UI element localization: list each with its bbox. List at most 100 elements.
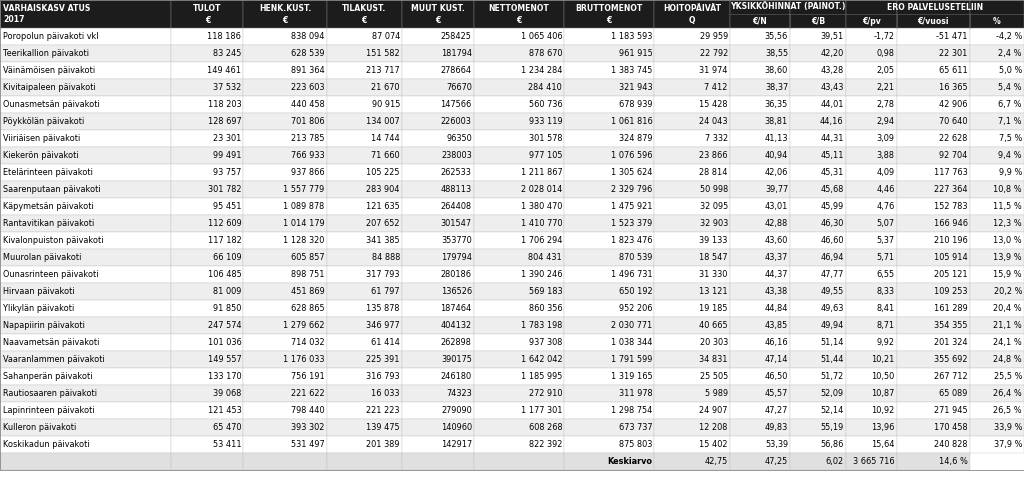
Text: 15,9 %: 15,9 %: [993, 270, 1022, 279]
Bar: [846, 317, 897, 334]
Text: 1 185 995: 1 185 995: [521, 372, 562, 381]
Text: VARHAISKASV ATUS
2017: VARHAISKASV ATUS 2017: [3, 3, 90, 24]
Text: 134 007: 134 007: [367, 117, 400, 126]
Bar: [402, 198, 474, 215]
Bar: [327, 232, 402, 249]
Bar: [0, 402, 171, 419]
Text: 2,21: 2,21: [877, 83, 895, 92]
Bar: [0, 45, 171, 62]
Bar: [171, 385, 244, 402]
Bar: [564, 79, 654, 96]
Bar: [474, 215, 564, 232]
Bar: [897, 198, 970, 215]
Bar: [564, 368, 654, 385]
Bar: [474, 300, 564, 317]
Text: 301 782: 301 782: [208, 185, 242, 194]
Bar: [846, 96, 897, 113]
Text: 32 095: 32 095: [699, 202, 728, 211]
Bar: [970, 113, 1024, 130]
Text: 393 302: 393 302: [291, 423, 325, 432]
Text: 9,92: 9,92: [877, 338, 895, 347]
Text: 19 185: 19 185: [699, 304, 728, 313]
Bar: [327, 113, 402, 130]
Text: €: €: [516, 16, 521, 25]
Text: 317 793: 317 793: [367, 270, 400, 279]
Text: 13,96: 13,96: [871, 423, 895, 432]
Bar: [846, 385, 897, 402]
Bar: [970, 402, 1024, 419]
Bar: [244, 368, 327, 385]
Text: 798 440: 798 440: [291, 406, 325, 415]
Text: 875 803: 875 803: [620, 440, 652, 449]
Bar: [402, 232, 474, 249]
Bar: [171, 317, 244, 334]
Bar: [0, 130, 171, 147]
Bar: [897, 62, 970, 79]
Bar: [730, 164, 790, 181]
Bar: [0, 300, 171, 317]
Bar: [790, 113, 846, 130]
Text: 1 390 246: 1 390 246: [520, 270, 562, 279]
Bar: [402, 419, 474, 436]
Bar: [790, 181, 846, 198]
Bar: [790, 249, 846, 266]
Bar: [654, 351, 730, 368]
Text: 35,56: 35,56: [765, 32, 788, 41]
Text: 15,64: 15,64: [871, 440, 895, 449]
Text: 678 939: 678 939: [618, 100, 652, 109]
Bar: [846, 130, 897, 147]
Bar: [790, 453, 846, 470]
Bar: [171, 453, 244, 470]
Bar: [564, 334, 654, 351]
Text: 961 915: 961 915: [618, 49, 652, 58]
Text: 1 523 379: 1 523 379: [611, 219, 652, 228]
Text: 45,68: 45,68: [820, 185, 844, 194]
Text: 2 329 796: 2 329 796: [611, 185, 652, 194]
Bar: [846, 402, 897, 419]
Text: Kivalonpuiston päivakoti: Kivalonpuiston päivakoti: [3, 236, 103, 245]
Bar: [654, 317, 730, 334]
Text: 7 412: 7 412: [705, 83, 728, 92]
Text: 15 402: 15 402: [699, 440, 728, 449]
Text: Teerikallion päivakoti: Teerikallion päivakoti: [3, 49, 89, 58]
Text: -51 471: -51 471: [936, 32, 968, 41]
Text: 96350: 96350: [446, 134, 472, 143]
Bar: [244, 0, 327, 28]
Bar: [790, 300, 846, 317]
Text: Rautiosaaren päivakoti: Rautiosaaren päivakoti: [3, 389, 97, 398]
Bar: [970, 419, 1024, 436]
Text: 40 665: 40 665: [699, 321, 728, 330]
Bar: [970, 181, 1024, 198]
Text: 952 206: 952 206: [618, 304, 652, 313]
Text: Keskiarvo: Keskiarvo: [607, 457, 652, 466]
Text: 355 692: 355 692: [934, 355, 968, 364]
Bar: [474, 283, 564, 300]
Text: 210 196: 210 196: [934, 236, 968, 245]
Text: 24 907: 24 907: [699, 406, 728, 415]
Text: 37 532: 37 532: [213, 83, 242, 92]
Text: 1 383 745: 1 383 745: [611, 66, 652, 75]
Text: 279090: 279090: [441, 406, 472, 415]
Text: 1 319 165: 1 319 165: [611, 372, 652, 381]
Text: 246180: 246180: [440, 372, 472, 381]
Text: 81 009: 81 009: [213, 287, 242, 296]
Text: 1 410 770: 1 410 770: [520, 219, 562, 228]
Text: 247 574: 247 574: [208, 321, 242, 330]
Bar: [970, 300, 1024, 317]
Bar: [0, 147, 171, 164]
Text: 121 453: 121 453: [208, 406, 242, 415]
Text: 878 670: 878 670: [528, 49, 562, 58]
Bar: [564, 385, 654, 402]
Bar: [474, 419, 564, 436]
Bar: [327, 45, 402, 62]
Text: 701 806: 701 806: [291, 117, 325, 126]
Text: 937 866: 937 866: [291, 168, 325, 177]
Bar: [564, 113, 654, 130]
Bar: [897, 419, 970, 436]
Text: 628 539: 628 539: [291, 49, 325, 58]
Text: 56,86: 56,86: [820, 440, 844, 449]
Bar: [897, 317, 970, 334]
Text: 38,60: 38,60: [765, 66, 788, 75]
Bar: [897, 96, 970, 113]
Bar: [897, 249, 970, 266]
